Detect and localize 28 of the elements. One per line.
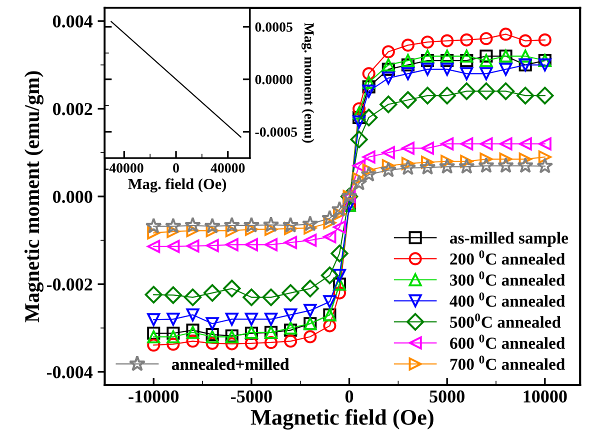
x-axis-title: Mag. field (Oe) [128, 178, 226, 192]
y2-axis-title: Mag. moment (emu) [302, 22, 314, 143]
x-tick-label: 0 [345, 390, 354, 403]
x-tick-label: 0 [173, 163, 179, 173]
x-tick-label: -10000 [128, 390, 179, 403]
y2-tick-label: -0.0005 [255, 127, 298, 137]
y-tick-label: -0.004 [46, 366, 93, 378]
legend-label: 400 $^{0}$C annealed [450, 292, 566, 307]
x-tick-label: 40000 [210, 163, 245, 173]
y-axis-title: Magnetic moment (emu/gm) [24, 71, 44, 322]
x-axis-title: Magnetic field (Oe) [250, 409, 434, 430]
y-tick-label: 0.000 [52, 190, 92, 203]
legend-label: 500$^{0}$C annealed [450, 314, 561, 328]
y-tick-label: 0.004 [52, 15, 93, 28]
y-tick-label: 0.002 [52, 103, 92, 116]
legend-label: 200 $^{0}$C annealed [450, 250, 566, 265]
x-tick-label: 10000 [524, 390, 567, 403]
y2-tick-label: 0.0005 [255, 22, 292, 32]
y-tick-label: -0.002 [46, 278, 92, 291]
legend-label: annealed+milled [172, 358, 290, 370]
legend-label: 600 $^{0}$C annealed [450, 334, 566, 349]
x-tick-label: 5000 [430, 390, 464, 403]
x-tick-label: -5000 [231, 390, 272, 403]
legend-label: 700 $^{0}$C annealed [450, 356, 566, 370]
legend-label: as-milled sample [450, 232, 568, 248]
y2-tick-label: 0.0000 [255, 74, 292, 84]
legend-label: 300 $^{0}$C annealed [450, 271, 566, 286]
x-tick-label: -40000 [105, 163, 144, 173]
